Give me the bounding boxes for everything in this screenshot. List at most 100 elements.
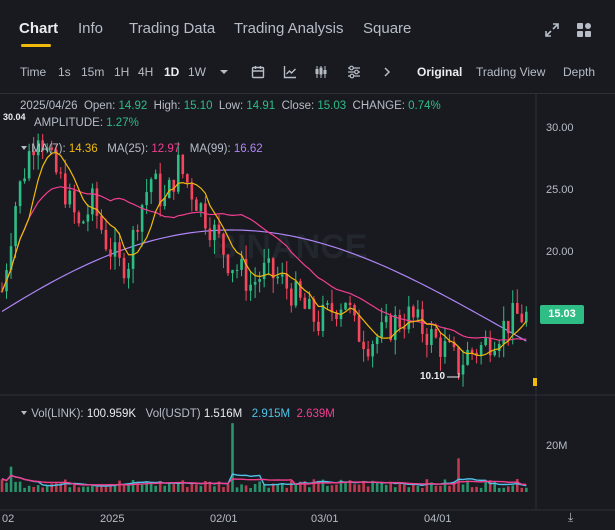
candle-body bbox=[488, 337, 492, 356]
view-depth[interactable]: Depth bbox=[563, 65, 596, 79]
volume-bar bbox=[36, 485, 40, 492]
price-tick: 20.00 bbox=[546, 246, 574, 258]
candle-type-icon[interactable] bbox=[314, 65, 328, 79]
volume-bar bbox=[149, 483, 153, 492]
interval-time[interactable]: Time bbox=[20, 65, 47, 79]
tab-square[interactable]: Square bbox=[363, 20, 412, 37]
collapse-ma-icon[interactable] bbox=[20, 144, 28, 152]
candle-body bbox=[452, 341, 456, 348]
ohlc-info-row: 2025/04/26 Open: 14.92 High: 15.10 Low: … bbox=[20, 100, 441, 112]
candle-body bbox=[479, 345, 483, 356]
volume-bar bbox=[222, 487, 225, 492]
candle-body bbox=[326, 303, 329, 305]
candle-body bbox=[145, 192, 148, 206]
interval-1s[interactable]: 1s bbox=[58, 65, 71, 79]
active-tab-indicator bbox=[21, 44, 51, 47]
candle-body bbox=[380, 322, 383, 338]
interval-4h[interactable]: 4H bbox=[138, 65, 154, 79]
volume-bar bbox=[335, 484, 338, 492]
indicator-icon[interactable] bbox=[283, 65, 297, 79]
candle-body bbox=[158, 173, 162, 207]
price-tick: 25.00 bbox=[546, 184, 574, 196]
volume-bar bbox=[190, 483, 194, 492]
volume-bar bbox=[479, 487, 483, 492]
view-original[interactable]: Original bbox=[417, 65, 463, 79]
candle-body bbox=[276, 276, 280, 279]
candle-body bbox=[475, 352, 478, 356]
candle-body bbox=[416, 309, 420, 318]
view-trading-view[interactable]: Trading View bbox=[476, 65, 546, 79]
volume-bar bbox=[14, 481, 17, 492]
date-tick: 03/01 bbox=[311, 513, 339, 525]
volume-bar bbox=[357, 484, 361, 492]
candle-body bbox=[375, 337, 379, 345]
calendar-icon[interactable] bbox=[251, 65, 265, 79]
tab-chart[interactable]: Chart bbox=[19, 20, 59, 37]
volume-bar bbox=[443, 479, 447, 492]
interval-15m[interactable]: 15m bbox=[81, 65, 105, 79]
candle-body bbox=[312, 298, 316, 322]
volume-bar bbox=[303, 481, 307, 492]
volume-info-row: Vol(LINK): 100.959K Vol(USDT) 1.516M 2.9… bbox=[20, 408, 335, 420]
volume-bar bbox=[104, 487, 108, 492]
candle-body bbox=[443, 341, 447, 357]
volume-bar bbox=[231, 423, 234, 492]
candle-body bbox=[9, 246, 13, 271]
live-marker bbox=[533, 378, 537, 386]
candle-body bbox=[104, 229, 108, 250]
layout-grid-icon[interactable] bbox=[576, 22, 592, 38]
volume-bar bbox=[362, 480, 365, 492]
candle-body bbox=[398, 314, 402, 328]
volume-bar bbox=[9, 466, 13, 492]
volume-bar bbox=[86, 486, 90, 492]
chevron-right-icon[interactable] bbox=[380, 65, 394, 79]
chart-settings-icon[interactable] bbox=[347, 65, 361, 79]
candle-body bbox=[384, 316, 388, 323]
volume-bar bbox=[32, 486, 35, 492]
interval-1h[interactable]: 1H bbox=[114, 65, 130, 79]
fullscreen-icon[interactable] bbox=[544, 22, 560, 38]
volume-bar bbox=[59, 483, 63, 492]
candle-body bbox=[95, 188, 99, 216]
volume-bar bbox=[131, 479, 135, 492]
candle-body bbox=[330, 303, 334, 313]
volume-bar bbox=[204, 480, 207, 492]
candle-body bbox=[448, 341, 451, 343]
candle-body bbox=[244, 258, 248, 291]
interval-dropdown-icon[interactable] bbox=[219, 67, 229, 77]
volume-bar bbox=[73, 484, 76, 492]
candle-body bbox=[122, 257, 126, 279]
tab-info[interactable]: Info bbox=[78, 20, 104, 37]
volume-bar bbox=[113, 485, 117, 492]
volume-bar bbox=[371, 480, 374, 492]
tab-trading-data[interactable]: Trading Data bbox=[129, 20, 216, 37]
volume-bar bbox=[208, 481, 212, 492]
volume-bar bbox=[181, 480, 185, 492]
volume-bar bbox=[217, 481, 221, 492]
volume-bar bbox=[525, 487, 528, 492]
ma7-polyline bbox=[1, 151, 527, 357]
volume-bar bbox=[380, 482, 383, 492]
candle-body bbox=[190, 182, 194, 200]
top-tab-bar: Chart Info Trading Data Trading Analysis… bbox=[0, 0, 615, 58]
toolbar-divider bbox=[0, 93, 615, 94]
candle-body bbox=[91, 188, 94, 215]
volume-bar bbox=[235, 487, 239, 492]
collapse-volume-icon[interactable] bbox=[20, 409, 28, 417]
candle-body bbox=[407, 306, 411, 330]
candle-body bbox=[23, 178, 26, 182]
volume-bar bbox=[339, 479, 343, 492]
interval-1d[interactable]: 1D bbox=[164, 65, 180, 79]
volume-axis-tick: 20M bbox=[546, 440, 568, 452]
candle-body bbox=[303, 297, 307, 309]
candle-body bbox=[186, 174, 189, 183]
tab-trading-analysis[interactable]: Trading Analysis bbox=[234, 20, 344, 37]
candle-body bbox=[402, 327, 406, 330]
candle-body bbox=[199, 203, 203, 211]
candlestick-chart[interactable]: BINANCE 10.10 30.04 ⤓ bbox=[0, 94, 615, 530]
interval-1w[interactable]: 1W bbox=[188, 65, 206, 79]
candle-body bbox=[484, 337, 487, 346]
amplitude-row: AMPLITUDE: 1.27% bbox=[34, 117, 139, 129]
candle-body bbox=[113, 242, 117, 257]
candle-body bbox=[82, 221, 85, 224]
